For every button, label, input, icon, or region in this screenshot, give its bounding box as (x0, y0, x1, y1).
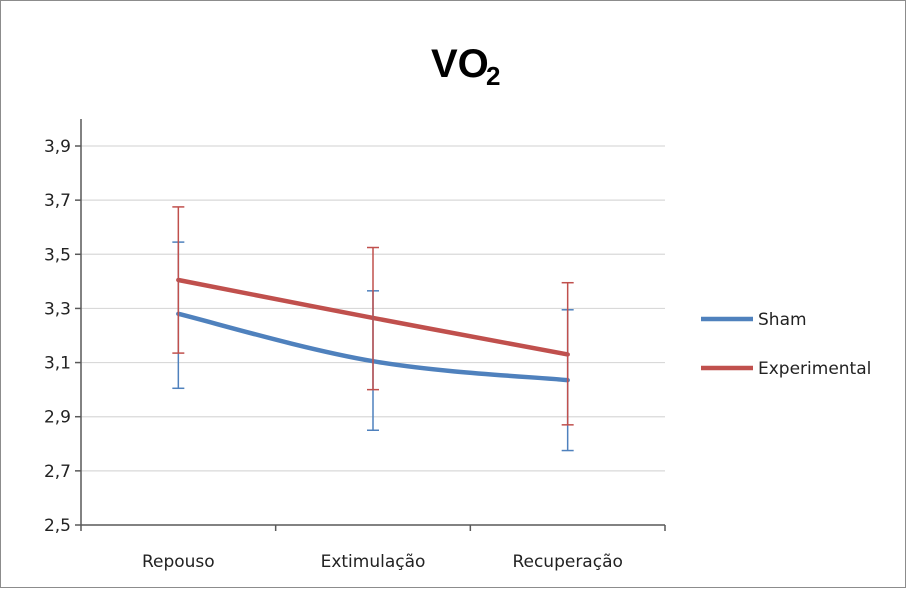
y-tick-label: 3,9 (44, 137, 71, 157)
x-tick-label: Repouso (142, 552, 215, 572)
legend-entry-sham: Sham (701, 310, 807, 330)
legend: Sham Experimental (701, 310, 871, 379)
error-bar (367, 246, 379, 391)
y-axis-ticks: 3,9 3,7 3,5 3,3 3,1 2,9 2,7 2,5 (44, 137, 71, 536)
y-tick-label: 2,7 (44, 462, 71, 482)
error-bars (172, 206, 574, 452)
y-tick-label: 3,3 (44, 299, 71, 319)
y-tick-label: 2,5 (44, 516, 71, 536)
legend-label: Sham (758, 310, 807, 330)
chart-title: VO 2 (431, 42, 500, 91)
axes (75, 119, 666, 531)
x-tick-label: Recuperação (512, 552, 622, 572)
x-tick-label: Extimulação (321, 552, 426, 572)
y-tick-label: 3,5 (44, 245, 71, 265)
y-tick-label: 3,1 (44, 354, 71, 374)
x-axis-ticks: Repouso Extimulação Recuperação (142, 552, 623, 572)
legend-label: Experimental (758, 359, 871, 379)
chart-title-subscript: 2 (486, 61, 500, 91)
error-bar (561, 281, 574, 426)
legend-entry-experimental: Experimental (701, 359, 871, 379)
error-bar (172, 206, 185, 354)
chart-title-text: VO (431, 42, 489, 86)
y-tick-label: 3,7 (44, 191, 71, 211)
y-tick-label: 2,9 (44, 408, 71, 428)
